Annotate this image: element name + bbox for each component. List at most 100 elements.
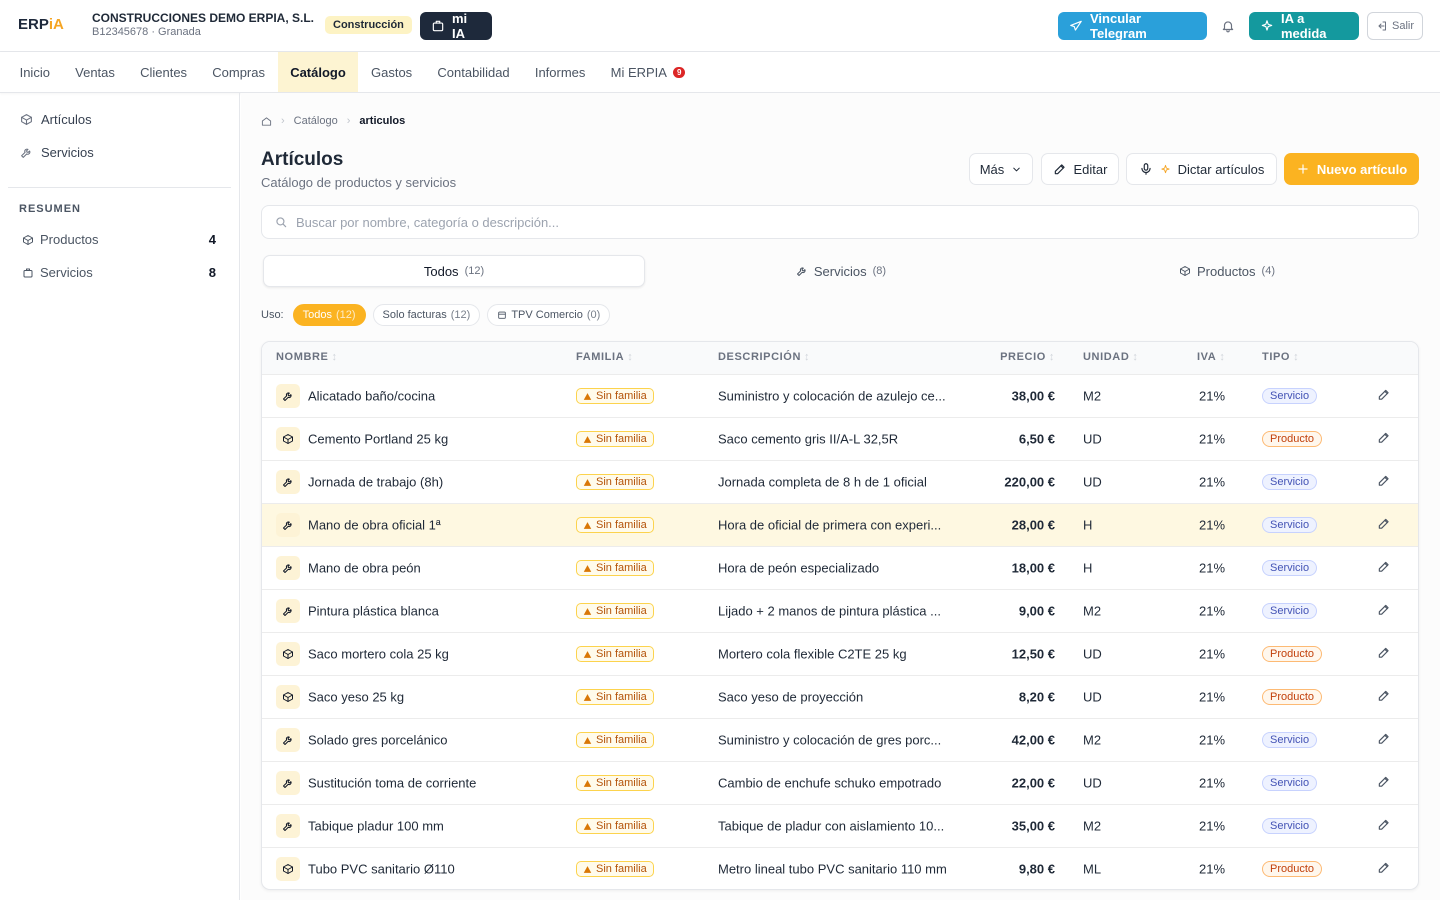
- action-button[interactable]: Nuevo artículo: [1284, 153, 1419, 185]
- column-header[interactable]: DESCRIPCIÓN ↕: [718, 351, 810, 363]
- tab[interactable]: Servicios (8): [651, 255, 1031, 287]
- edit-button[interactable]: [1377, 689, 1391, 706]
- nav-item[interactable]: Ventas: [63, 52, 128, 92]
- logout-button[interactable]: Salir: [1367, 12, 1423, 40]
- sort: ↕: [1132, 351, 1139, 363]
- row-icon: [276, 642, 300, 666]
- main: › Catálogo › articulos Artículos Catálogo de …: [241, 93, 1440, 900]
- description: Lijado + 2 manos de pintura plástica ...: [718, 603, 941, 619]
- table-row[interactable]: Saco yeso 25 kg Sin familia Saco yeso de p…: [262, 675, 1418, 718]
- edit-button[interactable]: [1377, 603, 1391, 620]
- item-name: Jornada de trabajo (8h): [308, 474, 444, 490]
- breadcrumb-item[interactable]: Catálogo: [293, 115, 338, 127]
- nav-bar: Inicio Ventas Clientes Compras Catálogo Gasto…: [0, 52, 1440, 93]
- mi-ia-button[interactable]: mi IA: [420, 11, 492, 41]
- table-row[interactable]: Cemento Portland 25 kg Sin familia Saco ce…: [262, 417, 1418, 460]
- icon: [1140, 163, 1151, 175]
- tab[interactable]: Productos (4): [1037, 255, 1417, 287]
- unit: UD: [1083, 474, 1102, 490]
- table-row[interactable]: Solado gres porcelánico Sin familia Sumini…: [262, 718, 1418, 761]
- filter-chip[interactable]: TPV Comercio (0): [487, 304, 611, 326]
- table-row[interactable]: Saco mortero cola 25 kg Sin familia Morter…: [262, 632, 1418, 675]
- edit-button[interactable]: [1377, 775, 1391, 792]
- icon: [1378, 518, 1389, 529]
- edit-button[interactable]: [1377, 431, 1391, 448]
- type-chip: Producto: [1262, 646, 1323, 662]
- column-header[interactable]: UNIDAD ↕: [1083, 351, 1139, 363]
- icon: [1378, 604, 1389, 615]
- column-header[interactable]: NOMBRE ↕: [276, 351, 338, 363]
- nav-item[interactable]: Catálogo: [277, 52, 359, 92]
- tabs: Todos (12) Servicios (8) Productos (4): [263, 255, 1417, 287]
- icon: [583, 478, 592, 486]
- nav-item[interactable]: Compras: [200, 52, 278, 92]
- search-box[interactable]: Buscar por nombre, categoría o descripci…: [261, 205, 1419, 239]
- nav-item[interactable]: Gastos: [358, 52, 424, 92]
- label: Nuevo artículo: [1316, 161, 1408, 177]
- vat: 21%: [1199, 861, 1226, 877]
- vat: 21%: [1199, 388, 1226, 404]
- vat: 21%: [1199, 517, 1226, 533]
- table-row[interactable]: Mano de obra oficial 1ª Sin familia Hora d…: [262, 503, 1418, 546]
- nav-item[interactable]: Inicio: [7, 52, 63, 92]
- vat: 21%: [1199, 775, 1226, 791]
- nav-item[interactable]: Contabilidad: [425, 52, 522, 92]
- telegram-button[interactable]: Vincular Telegram: [1058, 11, 1207, 41]
- icon: [283, 478, 292, 487]
- table-row[interactable]: Mano de obra peón Sin familia Hora de peón…: [262, 546, 1418, 589]
- nav-item[interactable]: Mi ERPIA 9: [598, 52, 698, 92]
- table-row[interactable]: Jornada de trabajo (8h) Sin familia Jornad…: [262, 460, 1418, 503]
- table-row[interactable]: Pintura plástica blanca Sin familia Lijado…: [262, 589, 1418, 632]
- edit-button[interactable]: [1377, 388, 1391, 405]
- column-header[interactable]: FAMILIA ↕: [576, 351, 633, 363]
- price: 6,50 €: [1018, 431, 1055, 447]
- label: FAMILIA: [576, 351, 625, 363]
- nav-item[interactable]: Informes: [522, 52, 598, 92]
- item-name: Sustitución toma de corriente: [308, 775, 477, 791]
- column-header[interactable]: TIPO ↕: [1262, 351, 1299, 363]
- edit-button[interactable]: [1377, 861, 1391, 878]
- family-chip: Sin familia: [576, 388, 654, 404]
- tab[interactable]: Todos (12): [263, 255, 645, 287]
- filter-chip[interactable]: Todos (12): [292, 304, 366, 326]
- vat: 21%: [1199, 646, 1226, 662]
- sidebar-item[interactable]: Servicios: [20, 145, 94, 160]
- label: IA a medida: [1281, 11, 1327, 41]
- sidebar-item[interactable]: Artículos: [20, 112, 92, 127]
- action-button[interactable]: Dictar artículos: [1126, 153, 1277, 185]
- family-chip: Sin familia: [576, 861, 654, 877]
- action-button[interactable]: Editar: [1041, 153, 1119, 185]
- icon: [1378, 561, 1389, 572]
- action-button[interactable]: Más: [969, 153, 1033, 185]
- edit-button[interactable]: [1377, 517, 1391, 534]
- row-icon: [276, 857, 300, 881]
- summary-title: RESUMEN: [19, 203, 82, 215]
- edit-button[interactable]: [1377, 474, 1391, 491]
- summary-label: Productos: [40, 232, 99, 247]
- edit-button[interactable]: [1377, 560, 1391, 577]
- icon: [1161, 164, 1170, 173]
- table-header: NOMBRE ↕ FAMILIA ↕ DESCRIPCIÓN ↕ PRECIO ↕ UNIDAD…: [262, 342, 1418, 374]
- edit-button[interactable]: [1377, 818, 1391, 835]
- table-row[interactable]: Tabique pladur 100 mm Sin familia Tabique …: [262, 804, 1418, 847]
- label: Sin familia: [596, 648, 647, 660]
- table-row[interactable]: Tubo PVC sanitario Ø110 Sin familia Metro …: [262, 847, 1418, 889]
- tab-label: Productos: [1197, 263, 1256, 279]
- price: 220,00 €: [1004, 474, 1055, 490]
- family-chip: Sin familia: [576, 689, 654, 705]
- filter-chip[interactable]: Solo facturas (12): [372, 304, 481, 326]
- edit-button[interactable]: [1377, 732, 1391, 749]
- table: NOMBRE ↕ FAMILIA ↕ DESCRIPCIÓN ↕ PRECIO ↕ UNIDAD…: [261, 341, 1419, 890]
- label: Sin familia: [596, 605, 647, 617]
- edit-button[interactable]: [1377, 646, 1391, 663]
- label: PRECIO: [1000, 351, 1046, 363]
- column-header[interactable]: IVA ↕: [1197, 351, 1225, 363]
- vat: 21%: [1199, 689, 1226, 705]
- ia-medida-button[interactable]: IA a medida: [1249, 11, 1359, 41]
- icon: [283, 822, 292, 831]
- table-row[interactable]: Sustitución toma de corriente Sin familia…: [262, 761, 1418, 804]
- column-header[interactable]: PRECIO ↕: [1000, 351, 1055, 363]
- table-row[interactable]: Alicatado baño/cocina Sin familia Suminist…: [262, 374, 1418, 417]
- nav-item[interactable]: Clientes: [128, 52, 200, 92]
